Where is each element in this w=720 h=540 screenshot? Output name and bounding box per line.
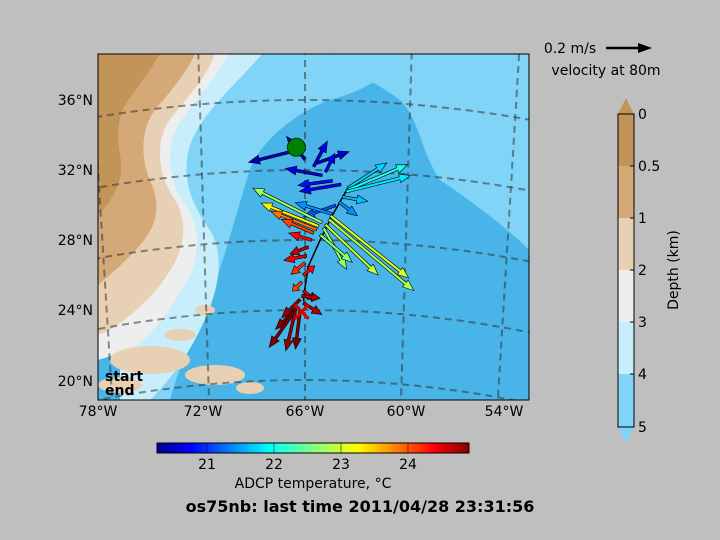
land-mid xyxy=(98,54,195,285)
velocity-arrow xyxy=(280,218,315,235)
temperature-tick-label: 23 xyxy=(332,457,350,473)
velocity-arrow xyxy=(323,152,336,173)
velocity-key-arrowhead xyxy=(638,43,652,53)
lon-tick-labels: 78°W 72°W 66°W 60°W 54°W xyxy=(79,404,524,420)
temperature-tick-label: 22 xyxy=(265,457,283,473)
parallel-line xyxy=(98,379,518,400)
velocity-arrow xyxy=(287,231,313,242)
lon-tick-label: 66°W xyxy=(286,404,325,420)
temperature-colorbar: 21 22 23 24 ADCP temperature, °C xyxy=(156,442,470,492)
meridian-line xyxy=(98,153,114,400)
caribbean-islands xyxy=(98,305,264,394)
depth-band xyxy=(618,218,634,270)
depth-tick-label: 0 xyxy=(638,107,647,123)
depth-band xyxy=(618,166,634,218)
depth-tick-label: 2 xyxy=(638,263,647,279)
lon-tick-label: 54°W xyxy=(485,404,524,420)
parallel-line xyxy=(98,169,529,192)
depth-colorbar: 0 0.5 1 2 3 4 5 Depth (km) xyxy=(617,98,682,443)
ocean-mid-depth xyxy=(150,54,400,400)
start-marker xyxy=(286,137,306,157)
velocity-key-caption: velocity at 80m xyxy=(551,63,660,79)
temperature-tick-label: 21 xyxy=(198,457,216,473)
depth-band xyxy=(618,114,634,166)
temperature-tick-label: 24 xyxy=(399,457,417,473)
temperature-colorbar-label: ADCP temperature, °C xyxy=(235,476,392,492)
temperature-colorbar-gradient xyxy=(156,442,470,454)
velocity-arrow xyxy=(329,214,410,279)
velocity-arrow xyxy=(292,280,304,292)
parallel-line xyxy=(98,309,529,334)
velocity-arrow xyxy=(290,261,307,275)
depth-tick-label: 1 xyxy=(638,211,647,227)
depth-tick-label: 5 xyxy=(638,420,647,436)
lat-tick-label: 20°N xyxy=(58,374,93,390)
ship-track xyxy=(302,187,349,302)
velocity-arrow xyxy=(311,140,328,168)
ocean-mid-depth-east xyxy=(329,54,529,250)
end-marker xyxy=(293,303,310,320)
depth-band xyxy=(618,322,634,374)
lat-tick-label: 24°N xyxy=(58,303,93,319)
depth-tick-label: 0.5 xyxy=(638,159,660,175)
lon-tick-label: 60°W xyxy=(387,404,426,420)
velocity-arrow xyxy=(284,165,323,178)
legend-end: end xyxy=(105,383,134,399)
velocity-arrow xyxy=(301,292,321,303)
velocity-arrow xyxy=(291,309,302,350)
velocity-key: 0.2 m/s velocity at 80m xyxy=(544,41,661,79)
velocity-arrow xyxy=(289,245,310,256)
velocity-arrow xyxy=(260,202,320,228)
velocity-arrow xyxy=(346,164,409,192)
velocity-arrow xyxy=(252,187,323,225)
meridian-line xyxy=(197,54,211,400)
velocity-arrow xyxy=(323,222,379,276)
meridian-line xyxy=(496,54,521,400)
velocity-arrow xyxy=(247,149,296,165)
depth-tick-label: 4 xyxy=(638,367,647,383)
velocity-vectors xyxy=(247,135,415,352)
velocity-arrow xyxy=(294,201,333,216)
parallel-line xyxy=(98,239,529,263)
lat-tick-labels: 20°N 24°N 28°N 32°N 36°N xyxy=(58,93,93,390)
velocity-arrow xyxy=(341,194,369,205)
lon-tick-label: 78°W xyxy=(79,404,118,420)
land-high xyxy=(98,54,160,215)
velocity-arrow xyxy=(297,179,333,189)
chart-title: os75nb: last time 2011/04/28 23:31:56 xyxy=(186,497,535,516)
velocity-arrow xyxy=(270,210,318,232)
meridian-line xyxy=(399,54,413,400)
velocity-arrow xyxy=(327,217,415,292)
parallel-line xyxy=(98,99,529,121)
depth-colorbar-label: Depth (km) xyxy=(666,230,682,310)
velocity-key-label: 0.2 m/s xyxy=(544,41,596,57)
depth-colorbar-extend-top xyxy=(618,98,634,114)
depth-tick-label: 3 xyxy=(638,315,647,331)
velocity-arrow xyxy=(337,200,359,217)
depth-band xyxy=(618,270,634,322)
depth-colorbar-extend-bottom xyxy=(618,427,634,443)
lon-tick-label: 72°W xyxy=(184,404,223,420)
map-panel: 78°W 72°W 66°W 60°W 54°W 20°N 24°N 28°N 32°N 36°… xyxy=(58,53,530,420)
lat-tick-label: 32°N xyxy=(58,163,93,179)
velocity-arrow xyxy=(302,265,316,277)
lat-tick-label: 36°N xyxy=(58,93,93,109)
lat-tick-label: 28°N xyxy=(58,233,93,249)
velocity-arrow xyxy=(298,182,342,195)
velocity-arrow xyxy=(282,253,308,264)
velocity-arrow xyxy=(345,173,412,194)
velocity-arrow xyxy=(346,162,388,190)
legend-start: start xyxy=(105,369,143,385)
velocity-arrow xyxy=(318,233,353,263)
depth-band xyxy=(618,374,634,427)
